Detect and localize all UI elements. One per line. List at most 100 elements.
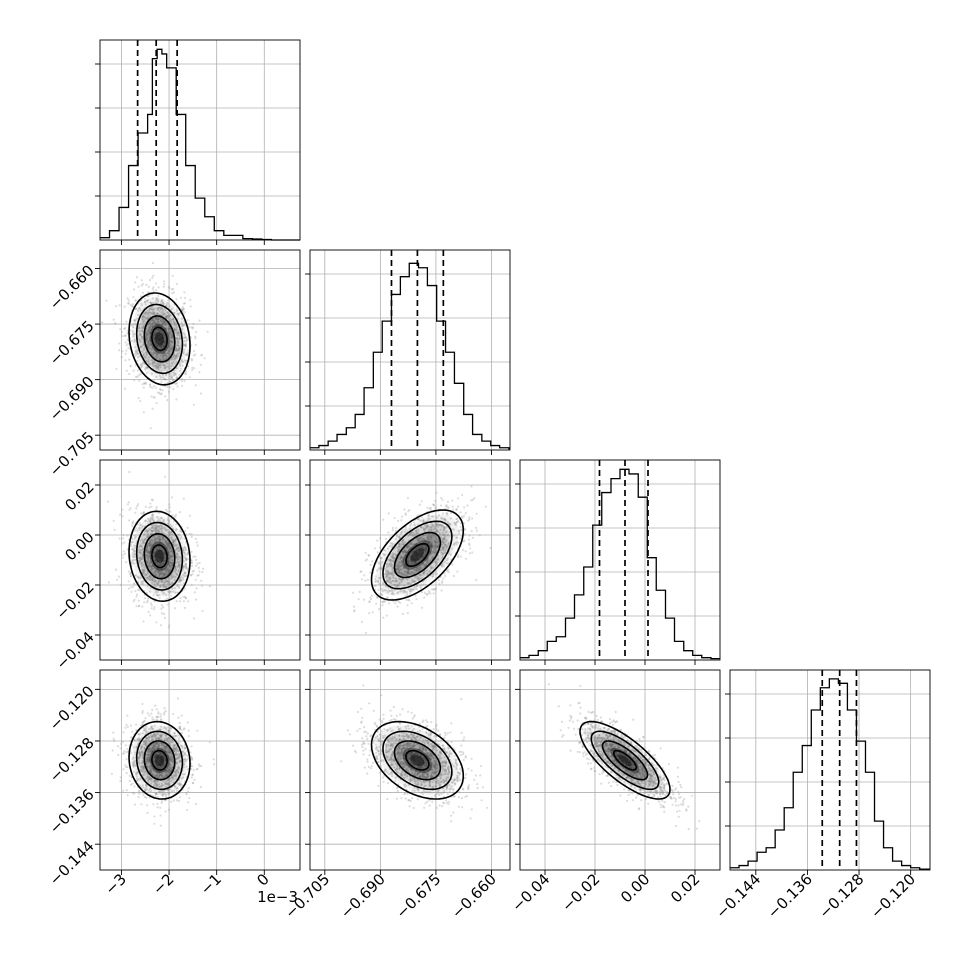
scatter-point xyxy=(169,577,172,581)
scatter-point xyxy=(184,361,187,365)
scatter-point xyxy=(164,540,167,543)
scatter-point xyxy=(413,558,416,561)
scatter-point xyxy=(176,583,179,587)
scatter-point xyxy=(158,342,161,345)
scatter-point xyxy=(149,542,152,545)
scatter-point xyxy=(364,631,368,635)
scatter-point xyxy=(162,562,165,565)
scatter-point xyxy=(122,533,125,537)
scatter-point xyxy=(151,518,154,521)
scatter-point xyxy=(428,590,431,593)
scatter-point xyxy=(190,584,193,587)
scatter-point xyxy=(175,789,179,793)
scatter-point xyxy=(156,582,159,585)
scatter-point xyxy=(401,540,404,543)
scatter-point xyxy=(429,565,432,569)
scatter-point xyxy=(175,376,178,380)
scatter-point xyxy=(138,379,141,382)
scatter-point xyxy=(437,514,441,517)
scatter-point xyxy=(151,362,154,365)
scatter-point xyxy=(126,503,129,506)
scatter-point xyxy=(159,306,162,309)
scatter-point xyxy=(163,323,166,326)
scatter-point xyxy=(156,345,159,348)
scatter-point xyxy=(131,559,135,562)
scatter-point xyxy=(140,548,143,552)
scatter-point xyxy=(166,542,169,545)
scatter-point xyxy=(153,822,156,825)
scatter-point xyxy=(171,335,174,338)
scatter-point xyxy=(154,318,157,321)
scatter-point xyxy=(160,339,163,342)
scatter-point xyxy=(126,332,129,335)
scatter-point xyxy=(464,511,467,515)
scatter-point xyxy=(143,564,146,567)
scatter-point xyxy=(151,288,154,291)
scatter-point xyxy=(142,386,145,389)
scatter-point xyxy=(165,585,169,588)
scatter-point xyxy=(157,541,160,545)
scatter-point xyxy=(166,569,170,572)
scatter-point xyxy=(157,323,160,326)
scatter-point xyxy=(164,559,167,562)
scatter-point xyxy=(157,554,160,557)
scatter-point xyxy=(158,541,161,545)
scatter-point xyxy=(117,575,121,578)
scatter-point xyxy=(423,529,426,532)
scatter-point xyxy=(462,514,466,518)
scatter-point xyxy=(174,568,177,571)
scatter-point xyxy=(462,548,465,551)
scatter-point xyxy=(141,321,144,324)
scatter-point xyxy=(165,566,168,569)
scatter-point xyxy=(155,340,158,343)
scatter-point xyxy=(159,572,162,575)
scatter-point xyxy=(407,510,410,513)
scatter-point xyxy=(167,334,170,337)
scatter-point xyxy=(434,546,437,549)
scatter-point xyxy=(146,560,149,563)
scatter-point xyxy=(165,315,168,318)
scatter-point xyxy=(159,341,162,344)
scatter-point xyxy=(193,778,196,781)
contour-1 xyxy=(143,315,176,363)
scatter-point xyxy=(360,620,364,624)
scatter-point xyxy=(161,341,164,344)
scatter-point xyxy=(130,586,133,589)
scatter-point xyxy=(149,565,153,569)
scatter-point xyxy=(141,317,144,320)
scatter-point xyxy=(135,349,138,352)
scatter-point xyxy=(133,340,136,343)
scatter-point xyxy=(189,574,192,577)
scatter-point xyxy=(159,570,162,573)
scatter-point xyxy=(148,320,151,324)
scatter-point xyxy=(190,326,193,329)
scatter-point xyxy=(144,334,148,337)
scatter-point xyxy=(180,579,183,582)
scatter-point xyxy=(406,561,410,564)
scatter-point xyxy=(112,519,115,523)
scatter-point xyxy=(388,602,391,605)
scatter-point xyxy=(174,544,177,547)
scatter-point xyxy=(156,323,159,326)
scatter-point xyxy=(162,345,165,348)
scatter-point xyxy=(172,355,175,358)
scatter-point xyxy=(150,526,153,529)
scatter-point xyxy=(156,323,159,326)
scatter-point xyxy=(162,344,165,347)
scatter-point xyxy=(181,384,184,387)
scatter-point xyxy=(150,306,153,309)
scatter-point xyxy=(126,714,129,717)
scatter-point xyxy=(146,811,149,815)
scatter-point xyxy=(192,350,196,353)
scatter-point xyxy=(161,355,164,358)
scatter-point xyxy=(166,580,169,583)
scatter-point xyxy=(196,562,199,565)
scatter-point xyxy=(138,589,141,592)
scatter-point xyxy=(182,307,185,311)
scatter-point xyxy=(168,331,171,334)
scatter-point xyxy=(156,365,159,368)
scatter-point xyxy=(156,795,159,798)
scatter-point xyxy=(163,707,166,710)
scatter-point xyxy=(151,564,154,567)
scatter-point xyxy=(167,333,170,336)
